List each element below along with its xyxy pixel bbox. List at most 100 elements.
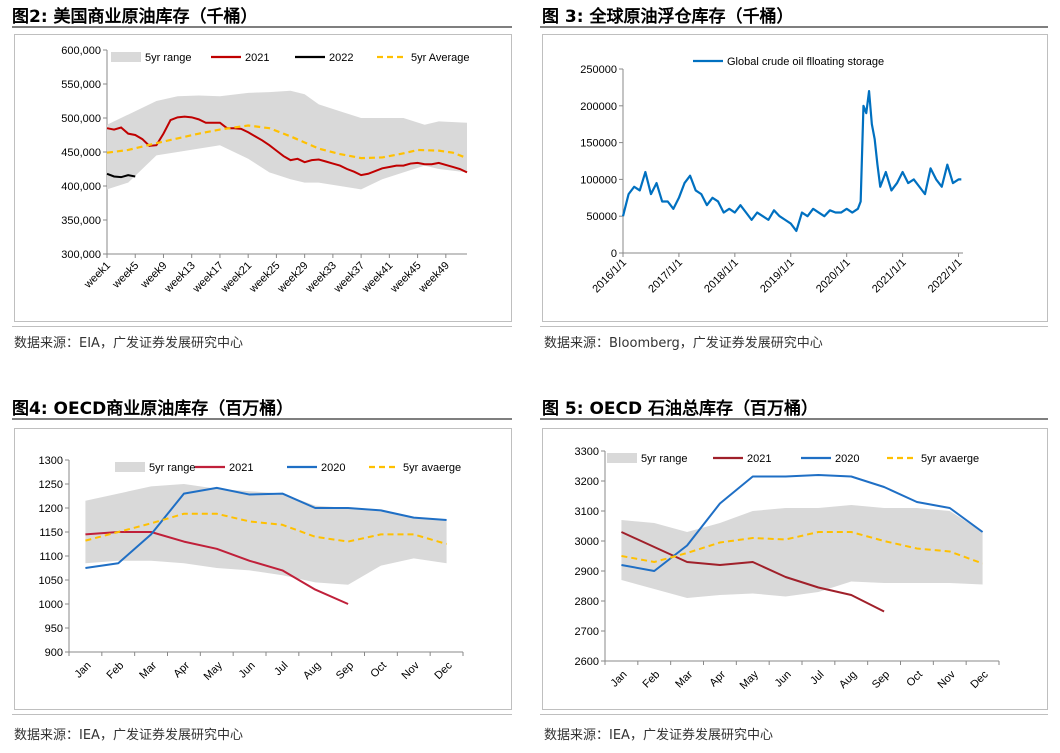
oecd-total-stocks-chart: 2600 2700 2800 2900 3000 3100 3200 3300 Jan Feb Ma… (575, 446, 1000, 692)
y-tick-label: 3100 (575, 506, 599, 518)
x-tick-label: Dec (432, 659, 455, 682)
source-rule (540, 714, 1048, 715)
x-tick-label: Jan (609, 669, 630, 690)
oecd-commercial-crude-chart: 900 950 1000 1050 1100 1150 1200 1250 1300 Jan Feb… (39, 455, 464, 683)
x-tick-label: Jun (237, 660, 258, 681)
title-rule (12, 26, 512, 28)
source-rule (12, 714, 512, 715)
x-tick-label: Sep (334, 660, 356, 682)
range-band-5yr (107, 90, 467, 190)
series-line-5yr-average (106, 124, 468, 160)
figure-5-source: 数据来源：IEA，广发证券发展研究中心 (544, 728, 773, 743)
y-tick-label: 2800 (575, 596, 599, 608)
series-line-2021 (106, 115, 468, 177)
legend-swatch-0 (607, 453, 637, 463)
figure-4-source: 数据来源：IEA，广发证券发展研究中心 (14, 728, 243, 743)
y-tick-label: 2600 (575, 656, 599, 668)
legend-label-2: 2020 (321, 462, 345, 474)
legend-label-2: 2020 (835, 453, 859, 465)
x-tick-label: Feb (640, 669, 662, 691)
x-tick-label: week29 (275, 260, 311, 296)
source-rule (12, 326, 512, 327)
x-tick-label: Apr (707, 668, 728, 689)
x-tick-label: week17 (190, 260, 226, 296)
legend-label-2: 2022 (329, 52, 353, 64)
y-tick-label: 1300 (39, 455, 63, 467)
x-tick-label: week37 (331, 260, 367, 296)
series-line-2020 (621, 474, 984, 572)
legend-swatch-0 (115, 462, 145, 472)
x-tick-label: week5 (110, 260, 142, 292)
series-line-2021 (85, 531, 349, 605)
y-tick-label: 2700 (575, 626, 599, 638)
x-tick-label: May (738, 668, 762, 692)
legend-label-0: 5yr range (145, 52, 191, 64)
x-tick-label: week45 (388, 260, 424, 296)
figure-3-source: 数据来源：Bloomberg，广发证券发展研究中心 (544, 336, 823, 351)
x-tick-label: week25 (247, 260, 283, 296)
y-tick-label: 1250 (39, 479, 63, 491)
chart-frame: 300,000 350,000 400,000 450,000 500,000 550,0… (14, 34, 512, 322)
x-tick-label: week49 (416, 260, 452, 296)
x-tick-label: week1 (81, 260, 113, 292)
y-tick-label: 2900 (575, 566, 599, 578)
y-tick-label: 100000 (580, 174, 617, 186)
series-line-floating-storage (621, 89, 962, 233)
y-tick-label: 1100 (39, 551, 63, 563)
y-tick-label: 3000 (575, 536, 599, 548)
series-line-2022 (106, 172, 136, 179)
us-crude-inventory-chart: 300,000 350,000 400,000 450,000 500,000 550,0… (61, 45, 470, 296)
x-tick-label: Feb (104, 660, 126, 682)
x-tick-label: Sep (870, 669, 892, 691)
x-tick-label: May (202, 659, 226, 683)
y-tick-label: 350,000 (61, 215, 101, 227)
x-tick-label: Jul (808, 669, 826, 687)
series-line-2020 (85, 486, 447, 569)
y-tick-label: 950 (45, 623, 63, 635)
y-tick-label: 3200 (575, 476, 599, 488)
y-tick-label: 1000 (39, 599, 63, 611)
x-tick-label: Jan (73, 660, 94, 681)
figure-2-source: 数据来源：EIA，广发证券发展研究中心 (14, 336, 243, 351)
y-tick-label: 50000 (586, 211, 617, 223)
legend-label-0: 5yr range (149, 462, 195, 474)
chart-frame: 900 950 1000 1050 1100 1150 1200 1250 1300 Jan Feb… (14, 428, 512, 710)
title-rule (12, 418, 512, 420)
y-tick-label: 150000 (580, 138, 617, 150)
y-tick-label: 3300 (575, 446, 599, 458)
x-tick-label: 2020/1/1 (814, 257, 853, 296)
x-tick-label: Dec (968, 668, 991, 691)
x-tick-label: Apr (171, 659, 192, 680)
x-tick-label: Nov (400, 659, 423, 682)
y-tick-label: 400,000 (61, 181, 101, 193)
source-rule (540, 326, 1048, 327)
y-tick-label: 250000 (580, 64, 617, 76)
title-rule (540, 418, 1048, 420)
legend-label-3: 5yr avaerge (403, 462, 461, 474)
figure-4-title: 图4: OECD商业原油库存（百万桶） (12, 399, 294, 419)
x-tick-label: 2018/1/1 (702, 257, 741, 296)
y-tick-label: 900 (45, 647, 63, 659)
figure-5-title: 图 5: OECD 石油总库存（百万桶） (542, 399, 819, 419)
x-tick-label: 2022/1/1 (926, 257, 965, 296)
chart-frame: 0 50000 100000 150000 200000 250000 2016/1/1 20… (542, 34, 1048, 322)
y-tick-label: 500,000 (61, 113, 101, 125)
x-tick-label: Oct (904, 669, 925, 690)
x-tick-label: Mar (673, 668, 695, 690)
x-tick-label: week13 (162, 260, 198, 296)
floating-storage-chart: 0 50000 100000 150000 200000 250000 2016/1/1 20… (580, 56, 965, 296)
legend-label-1: 2021 (747, 453, 771, 465)
x-tick-label: week21 (218, 260, 254, 296)
legend-label-1: 2021 (229, 462, 253, 474)
legend-label-0: Global crude oil flloating storage (727, 56, 884, 68)
x-tick-label: Jun (773, 669, 794, 690)
figure-2-title: 图2: 美国商业原油库存（千桶） (12, 7, 258, 27)
y-tick-label: 0 (611, 248, 617, 260)
series-line-5yr-avaerge (621, 531, 983, 565)
legend-label-3: 5yr Average (411, 52, 470, 64)
x-tick-label: Nov (936, 668, 959, 691)
legend-label-3: 5yr avaerge (921, 453, 979, 465)
x-tick-label: week33 (303, 260, 339, 296)
legend-label-0: 5yr range (641, 453, 687, 465)
range-band-5yr (621, 505, 983, 598)
